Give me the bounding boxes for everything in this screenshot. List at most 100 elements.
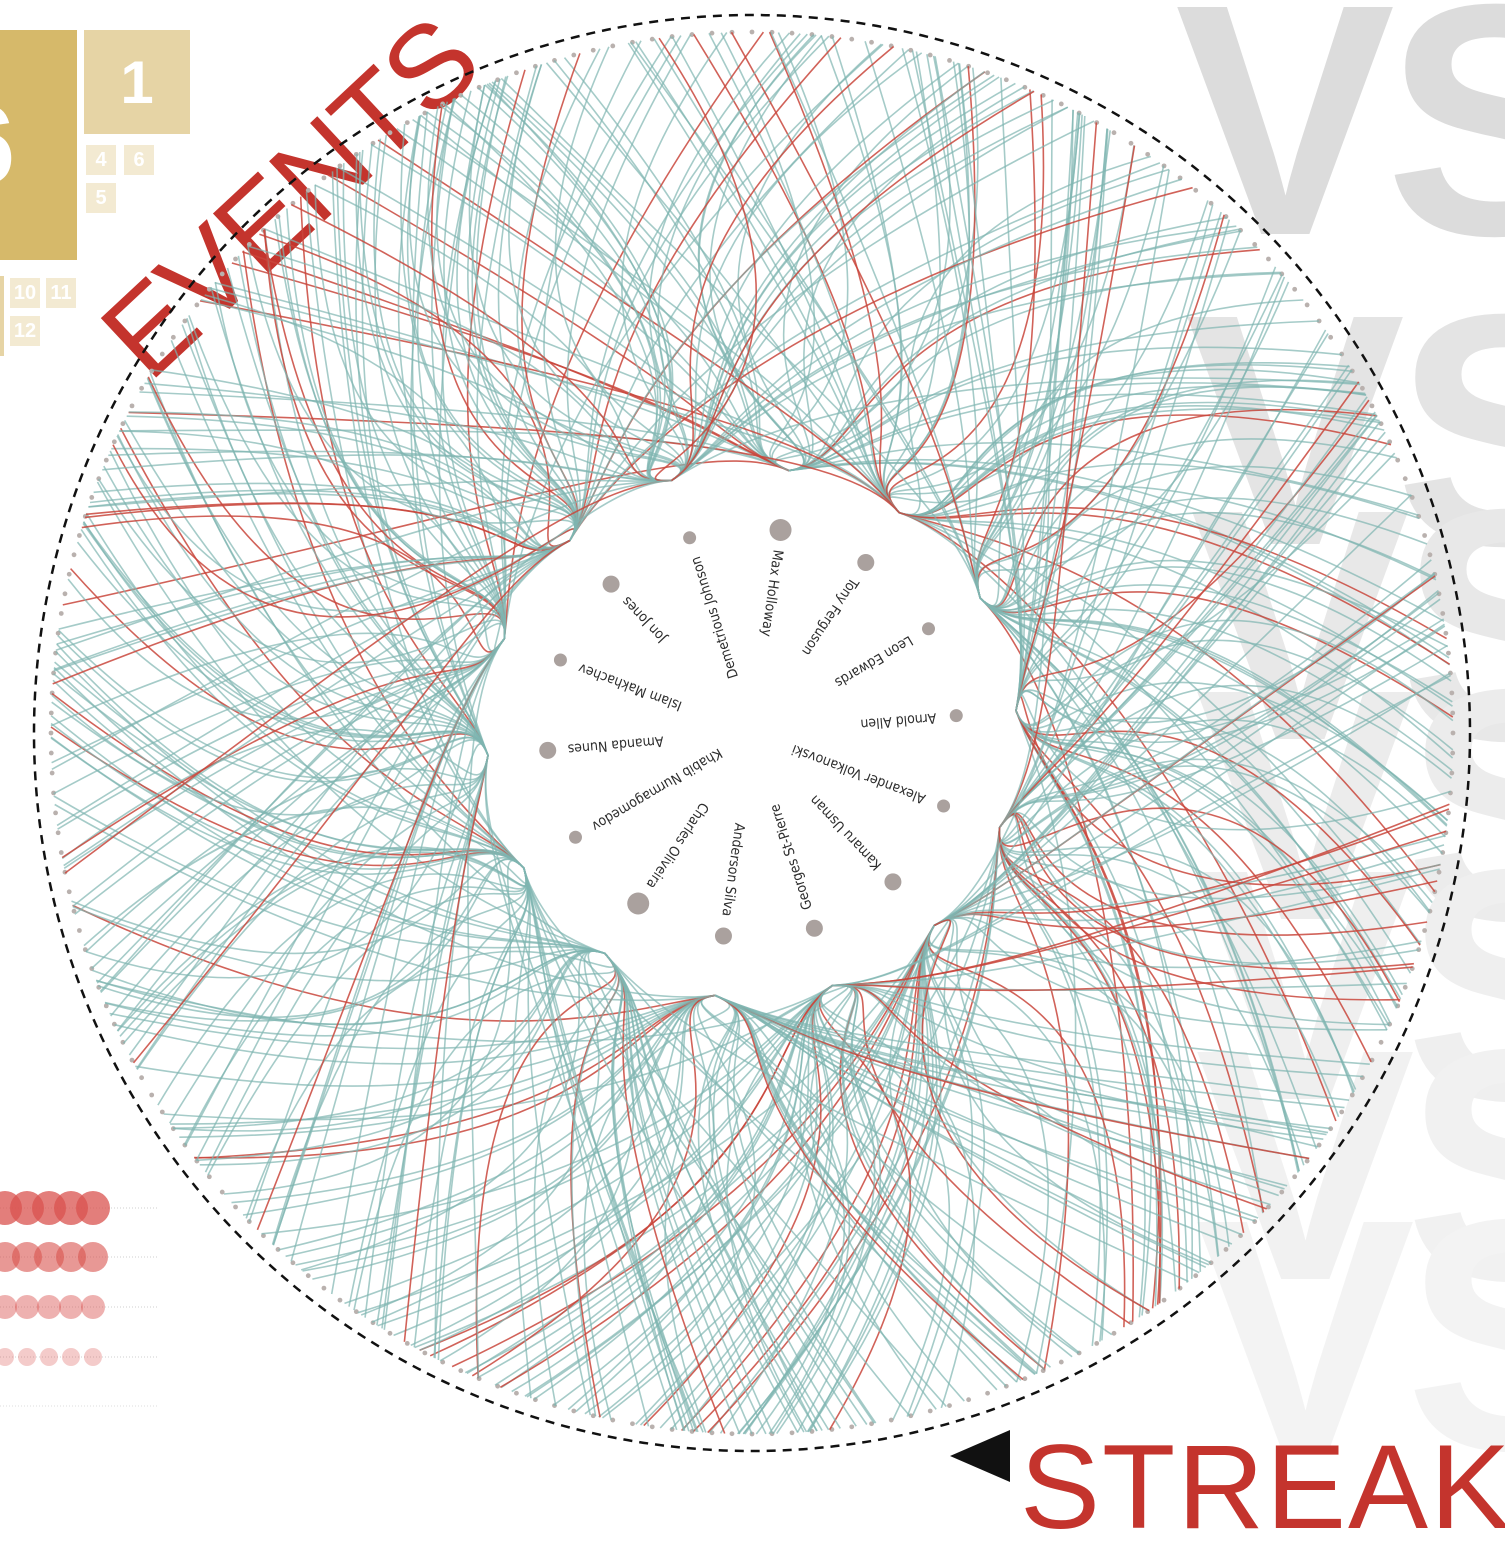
win-link bbox=[977, 281, 1290, 599]
win-link bbox=[99, 539, 571, 992]
opponent-dot bbox=[1446, 650, 1451, 656]
opponent-dot bbox=[66, 889, 72, 895]
opponent-dot bbox=[422, 110, 428, 116]
loss-link bbox=[921, 919, 1150, 1312]
win-link bbox=[408, 115, 682, 482]
loss-link bbox=[888, 94, 1045, 514]
fighter-name: Anderson Silva bbox=[718, 822, 747, 917]
win-link bbox=[100, 638, 506, 994]
win-link bbox=[979, 299, 1304, 607]
opponent-dot bbox=[129, 403, 135, 409]
win-link bbox=[135, 994, 716, 1087]
opponent-dot bbox=[1304, 302, 1310, 308]
calendar-cell bbox=[0, 276, 4, 356]
fighter-name: Tony Ferguson bbox=[798, 574, 862, 658]
win-link bbox=[204, 755, 489, 1173]
opponent-dot bbox=[111, 439, 117, 445]
opponent-dot bbox=[76, 533, 82, 538]
fighter-name: Khabib Nurmagomedov bbox=[588, 745, 725, 835]
fighter-node bbox=[949, 709, 963, 723]
win-link bbox=[523, 867, 947, 1408]
streak-bubble bbox=[40, 1348, 58, 1366]
win-link bbox=[898, 401, 1380, 517]
win-link bbox=[864, 40, 981, 599]
win-link bbox=[523, 867, 875, 1424]
win-link bbox=[85, 743, 489, 979]
loss-link bbox=[927, 925, 1126, 1328]
win-link bbox=[314, 184, 672, 482]
opponent-dot bbox=[1443, 630, 1449, 636]
loss-link bbox=[654, 37, 757, 482]
calendar-cell-label: 6 bbox=[133, 148, 145, 171]
opponent-dot bbox=[1252, 242, 1258, 247]
opponent-dot bbox=[927, 1408, 933, 1414]
opponent-dot bbox=[1349, 1092, 1355, 1098]
opponent-dot bbox=[729, 1431, 735, 1437]
win-link bbox=[604, 952, 1007, 1387]
win-link bbox=[979, 597, 1398, 1009]
win-link bbox=[305, 191, 525, 869]
win-link bbox=[998, 559, 1432, 828]
streak-bubble bbox=[62, 1348, 80, 1366]
opponent-dot bbox=[103, 457, 109, 463]
opponent-dot bbox=[1003, 77, 1009, 83]
win-link bbox=[714, 994, 1331, 1130]
loss-link bbox=[670, 45, 895, 482]
win-link bbox=[331, 171, 525, 869]
win-link bbox=[998, 827, 1305, 1166]
opponent-dot bbox=[49, 770, 55, 776]
win-link bbox=[898, 511, 1422, 945]
calendar-cell-label: 4 bbox=[95, 148, 107, 171]
win-link bbox=[933, 918, 1259, 1219]
win-link bbox=[242, 994, 716, 1216]
opponent-dot bbox=[219, 1189, 225, 1195]
opponent-dot bbox=[1128, 140, 1134, 146]
opponent-dot bbox=[1422, 928, 1428, 933]
win-link bbox=[714, 994, 1288, 1187]
win-link bbox=[128, 539, 571, 1056]
opponent-dot bbox=[1304, 1158, 1310, 1164]
win-link bbox=[67, 578, 506, 720]
loss-link bbox=[998, 812, 1428, 936]
win-link bbox=[975, 114, 1083, 599]
win-link bbox=[998, 99, 1053, 828]
win-link bbox=[523, 867, 592, 1416]
loss-link bbox=[885, 66, 976, 514]
win-link bbox=[670, 106, 1069, 482]
opponent-dot bbox=[1440, 611, 1446, 616]
opponent-dot bbox=[1450, 710, 1456, 716]
fighter-name: Georges St-Pierre bbox=[767, 802, 816, 912]
win-link bbox=[92, 949, 606, 1026]
opponent-dot bbox=[1094, 1340, 1100, 1346]
win-link bbox=[523, 867, 1038, 1375]
win-link bbox=[832, 984, 1364, 1078]
loss-link bbox=[569, 37, 842, 541]
opponent-dot bbox=[1316, 318, 1322, 324]
win-link bbox=[998, 396, 1368, 828]
win-link bbox=[207, 867, 528, 1176]
win-link bbox=[832, 984, 1370, 1065]
win-link bbox=[71, 856, 525, 955]
fighter-name: Alexander Volkanovski bbox=[790, 741, 928, 806]
win-link bbox=[820, 984, 951, 1421]
win-link bbox=[928, 925, 1230, 1247]
win-link bbox=[933, 211, 1222, 927]
opponent-dot bbox=[206, 1174, 212, 1180]
streak-bubble bbox=[81, 1295, 105, 1319]
fighter-name: Jon Jones bbox=[619, 593, 671, 646]
calendar-cell: 12 bbox=[10, 316, 40, 346]
opponent-dot bbox=[1359, 385, 1365, 391]
opponent-dot bbox=[58, 850, 64, 855]
win-link bbox=[979, 465, 1412, 609]
win-link bbox=[456, 80, 577, 541]
win-link bbox=[998, 589, 1439, 828]
win-link bbox=[364, 755, 489, 1318]
win-link bbox=[1015, 109, 1075, 711]
fighter-node bbox=[568, 830, 582, 844]
opponent-dot bbox=[194, 302, 200, 308]
win-link bbox=[809, 984, 965, 1402]
win-link bbox=[569, 35, 830, 541]
win-link bbox=[979, 597, 1448, 827]
win-link bbox=[523, 867, 818, 1432]
